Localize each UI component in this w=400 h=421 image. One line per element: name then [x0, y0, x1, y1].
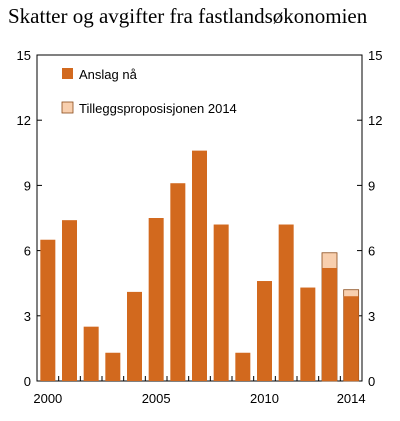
legend-label: Tilleggsproposisjonen 2014 — [79, 101, 237, 116]
y-tick-label-left: 3 — [24, 309, 31, 324]
legend-label: Anslag nå — [79, 67, 138, 82]
x-tick-label: 2005 — [142, 391, 171, 406]
legend-swatch — [62, 68, 73, 79]
bar-anslag — [213, 224, 229, 381]
y-tick-label-left: 15 — [17, 48, 31, 63]
chart-bars — [40, 150, 360, 382]
chart-title: Skatter og avgifter fra fastlandsøkonomi… — [8, 4, 368, 28]
bar-anslag — [235, 352, 251, 381]
bar-anslag — [83, 326, 99, 381]
bar-anslag — [278, 224, 294, 381]
legend-swatch — [61, 101, 74, 114]
x-tick-label: 2010 — [250, 391, 279, 406]
y-tick-label-left: 9 — [24, 178, 31, 193]
y-tick-label-left: 6 — [24, 244, 31, 259]
x-tick-label: 2000 — [33, 391, 62, 406]
y-tick-label-right: 6 — [368, 244, 375, 259]
bar-anslag — [105, 352, 121, 381]
bar-anslag — [148, 218, 164, 381]
chart-axes: 0 0 3 3 6 6 9 9 12 12 15 15 2000 2005 2010 2014 — [17, 48, 383, 406]
bar-anslag — [62, 220, 77, 381]
bar-anslag — [170, 183, 186, 381]
y-tick-label-right: 9 — [368, 178, 375, 193]
y-tick-label-right: 15 — [368, 48, 382, 63]
bar-anslag — [300, 287, 316, 381]
y-tick-label-right: 3 — [368, 309, 375, 324]
bar-anslag — [257, 281, 272, 381]
y-tick-label-left: 0 — [24, 374, 31, 389]
y-tick-label-right: 0 — [368, 374, 375, 389]
y-tick-label-left: 12 — [17, 113, 31, 128]
bar-anslag — [127, 291, 142, 381]
bar-anslag — [40, 239, 56, 381]
chart-legend: Anslag nå Tilleggsproposisjonen 2014 — [61, 67, 237, 116]
x-tick-label: 2014 — [337, 391, 366, 406]
y-tick-label-right: 12 — [368, 113, 382, 128]
bar-anslag — [192, 150, 207, 381]
bar-anslag — [322, 267, 337, 381]
bar-anslag — [343, 296, 359, 381]
